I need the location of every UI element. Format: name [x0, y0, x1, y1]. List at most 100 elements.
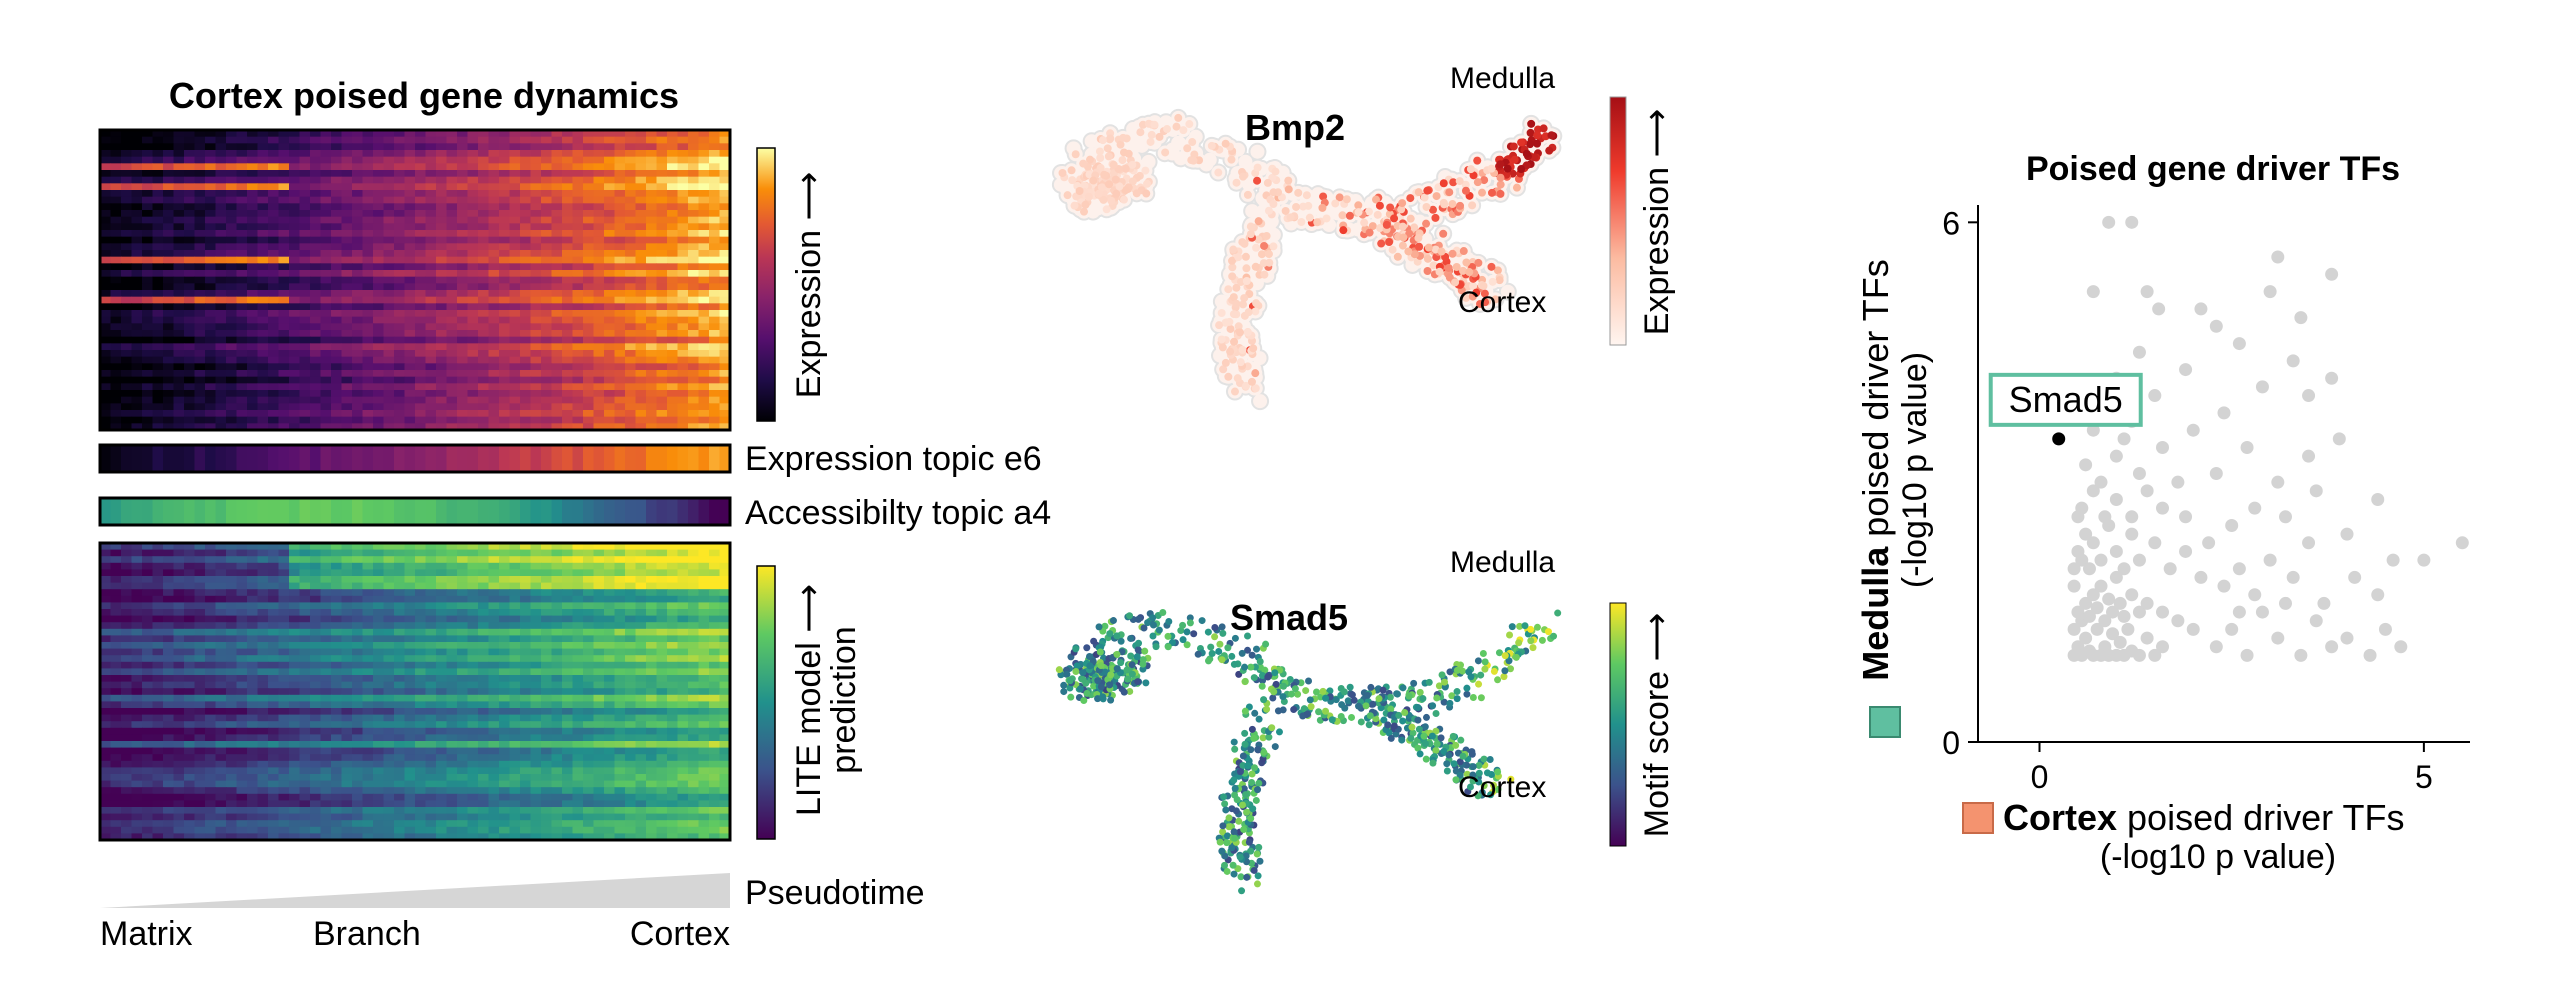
expression-heatmap-cell [268, 336, 280, 344]
expression-heatmap-cell [572, 376, 584, 384]
lite-heatmap-cell [656, 760, 668, 768]
lite-heatmap-cell [415, 727, 427, 735]
lite-heatmap-cell [184, 727, 196, 735]
expression-heatmap-cell [488, 270, 500, 278]
lite-heatmap-cell [656, 556, 668, 564]
expression-heatmap-cell [331, 243, 343, 251]
expression-heatmap-cell [583, 416, 595, 424]
expression-heatmap-cell [163, 350, 175, 358]
lite-heatmap-cell [247, 688, 259, 696]
lite-heatmap-cell [604, 708, 616, 716]
expression-heatmap-cell [341, 323, 353, 331]
expression-heatmap-cell [226, 176, 238, 184]
lite-heatmap-cell [467, 727, 479, 735]
lite-heatmap-cell [404, 635, 416, 643]
accessibility-topic-cell [289, 498, 301, 525]
expression-heatmap-cell [362, 283, 374, 291]
lite-heatmap-cell [562, 754, 574, 762]
expression-heatmap-cell [184, 243, 196, 251]
lite-heatmap-cell [226, 628, 238, 636]
expression-heatmap-cell [530, 250, 542, 258]
expression-heatmap-cell [604, 196, 616, 204]
lite-heatmap-cell [131, 668, 143, 676]
lite-heatmap-cell [184, 688, 196, 696]
expression-heatmap-cell [467, 416, 479, 424]
expression-heatmap-cell [394, 390, 406, 398]
lite-heatmap-cell [299, 602, 311, 610]
lite-heatmap-cell [593, 543, 605, 551]
lite-heatmap-cell [236, 562, 248, 570]
expression-heatmap-cell [100, 336, 112, 344]
lite-heatmap-cell [509, 760, 521, 768]
lite-heatmap-cell [131, 727, 143, 735]
expression-heatmap-cell [142, 150, 154, 158]
lite-heatmap-cell [404, 615, 416, 623]
lite-heatmap-cell [257, 569, 269, 577]
lite-heatmap-cell [436, 760, 448, 768]
lite-heatmap-cell [152, 708, 164, 716]
expression-heatmap-cell [593, 230, 605, 238]
lite-heatmap-cell [614, 615, 626, 623]
lite-heatmap-cell [593, 648, 605, 656]
expression-heatmap-cell [226, 390, 238, 398]
lite-heatmap-cell [488, 642, 500, 650]
expression-heatmap-cell [131, 356, 143, 364]
expression-heatmap-cell [572, 176, 584, 184]
expression-heatmap-cell [709, 270, 721, 278]
lite-heatmap-cell [667, 582, 679, 590]
expression-heatmap-cell [677, 323, 689, 331]
lite-heatmap-cell [709, 562, 721, 570]
lite-heatmap-cell [110, 628, 122, 636]
expression-heatmap-cell [457, 270, 469, 278]
expression-heatmap-cell [278, 203, 290, 211]
lite-heatmap-cell [656, 721, 668, 729]
expression-topic-cell [604, 445, 616, 472]
expression-heatmap-cell [352, 290, 364, 298]
expression-heatmap-cell [152, 343, 164, 351]
expression-heatmap-cell [467, 243, 479, 251]
expression-heatmap-cell [635, 396, 647, 404]
expression-heatmap-cell [121, 190, 133, 198]
lite-heatmap-cell [404, 622, 416, 630]
lite-heatmap-cell [478, 760, 490, 768]
expression-heatmap-cell [362, 290, 374, 298]
expression-heatmap-cell [320, 356, 332, 364]
lite-heatmap-cell [635, 694, 647, 702]
expression-heatmap-cell [121, 356, 133, 364]
expression-heatmap-cell [604, 243, 616, 251]
lite-heatmap-cell [394, 774, 406, 782]
lite-heatmap-cell [142, 543, 154, 551]
expression-heatmap-cell [205, 296, 217, 304]
expression-heatmap-cell [614, 216, 626, 224]
lite-heatmap-cell [268, 774, 280, 782]
expression-heatmap-cell [352, 230, 364, 238]
expression-heatmap-cell [257, 150, 269, 158]
lite-heatmap-cell [121, 675, 133, 683]
expression-heatmap-cell [499, 343, 511, 351]
expression-heatmap-cell [341, 396, 353, 404]
expression-heatmap-cell [205, 170, 217, 178]
lite-heatmap-cell [436, 774, 448, 782]
expression-heatmap-cell [467, 236, 479, 244]
expression-heatmap-cell [667, 256, 679, 264]
lite-heatmap-cell [415, 708, 427, 716]
expression-heatmap-cell [226, 203, 238, 211]
expression-heatmap-cell [226, 396, 238, 404]
lite-heatmap-cell [719, 701, 731, 709]
lite-heatmap-cell [394, 754, 406, 762]
lite-heatmap-cell [446, 688, 458, 696]
lite-heatmap-cell [677, 754, 689, 762]
lite-heatmap-cell [625, 675, 637, 683]
expression-heatmap-cell [173, 416, 185, 424]
expression-heatmap-cell [142, 356, 154, 364]
expression-heatmap-cell [215, 163, 227, 171]
lite-heatmap-cell [541, 622, 553, 630]
expression-heatmap-cell [625, 383, 637, 391]
expression-heatmap-cell [530, 196, 542, 204]
lite-heatmap-cell [614, 628, 626, 636]
expression-heatmap-cell [236, 276, 248, 284]
lite-heatmap-cell [341, 635, 353, 643]
lite-heatmap-cell [625, 622, 637, 630]
expression-heatmap-cell [184, 370, 196, 378]
expression-heatmap-cell [194, 256, 206, 264]
